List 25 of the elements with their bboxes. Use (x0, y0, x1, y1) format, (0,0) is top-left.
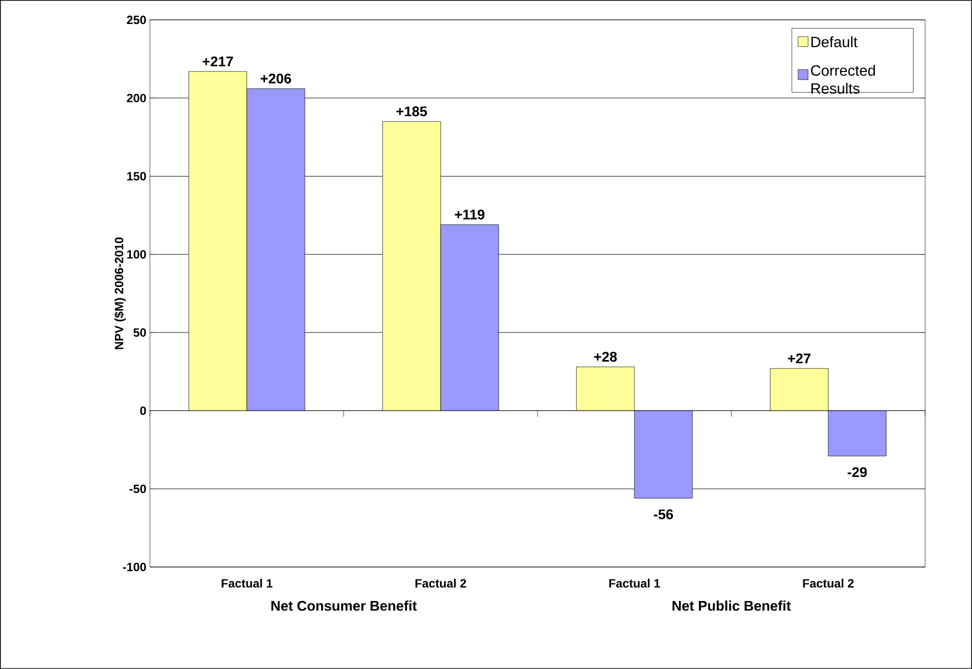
data-label: +119 (454, 210, 484, 220)
x-tick-label: Factual 1 (222, 578, 272, 588)
legend-label: Corrected Results (811, 64, 875, 94)
y-tick-label: -50 (130, 484, 146, 494)
data-label: +217 (202, 56, 233, 66)
y-tick-label: 50 (133, 328, 146, 337)
y-tick-label: 150 (127, 172, 146, 180)
y-tick-label: 250 (126, 16, 146, 24)
data-label: +27 (788, 354, 810, 364)
x-tick-label: Factual 2 (416, 578, 466, 588)
text: Net Public Benefit (672, 600, 791, 611)
text: Net Consumer Benefit (271, 600, 417, 611)
y-tick-label: -100 (122, 562, 146, 572)
data-label: +185 (396, 106, 427, 116)
y-tick-label: 100 (127, 250, 146, 259)
y-tick-label: 0 (140, 406, 146, 415)
y-tick-label: 200 (126, 94, 146, 102)
y-axis-title: NPV ($M) 2006-2010 (114, 238, 126, 350)
data-label: +206 (260, 74, 292, 84)
data-label: -29 (848, 467, 867, 478)
x-tick-label: Factual 1 (609, 578, 660, 588)
data-label: +28 (594, 352, 617, 362)
x-tick-label: Factual 2 (803, 578, 854, 588)
data-label: -56 (654, 509, 673, 520)
legend-label: Default (811, 36, 858, 48)
